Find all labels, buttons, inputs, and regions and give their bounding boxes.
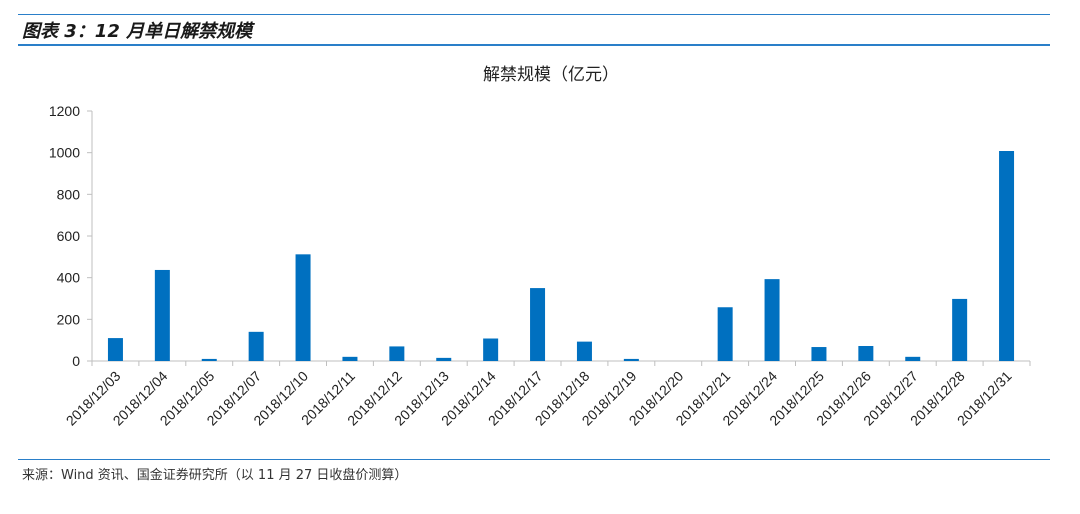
- bar: [436, 357, 452, 361]
- y-tick-label: 200: [57, 311, 81, 327]
- source-note: 来源：Wind 资讯、国金证券研究所（以 11 月 27 日收盘价测算）: [22, 468, 408, 483]
- y-tick-label: 800: [57, 186, 81, 202]
- bar: [811, 347, 827, 361]
- bar-chart: 解禁规模（亿元）0200400600800100012002018/12/032…: [49, 65, 1031, 429]
- bar: [576, 341, 592, 361]
- bar: [530, 288, 546, 361]
- y-tick-label: 400: [57, 270, 81, 286]
- bar: [717, 307, 733, 361]
- bar: [858, 346, 874, 361]
- bar: [999, 151, 1015, 361]
- title-rule: [18, 44, 1050, 46]
- y-tick-label: 0: [72, 353, 80, 369]
- bar: [764, 279, 780, 361]
- bottom-rule: [18, 459, 1050, 460]
- bar: [389, 346, 405, 361]
- bar: [483, 338, 499, 361]
- bar: [107, 338, 123, 361]
- bar: [295, 254, 311, 361]
- bar: [623, 358, 639, 361]
- y-tick-label: 1200: [49, 103, 80, 119]
- y-tick-label: 600: [57, 228, 81, 244]
- bar: [154, 269, 170, 361]
- bar: [905, 356, 921, 361]
- figure-title: 图表 3：12 月单日解禁规模: [22, 21, 253, 42]
- chart-title: 解禁规模（亿元）: [483, 65, 619, 85]
- bar: [201, 358, 217, 361]
- top-rule: [18, 14, 1050, 15]
- bar: [248, 331, 264, 361]
- bar: [342, 356, 358, 361]
- bar: [952, 298, 968, 361]
- y-tick-label: 1000: [49, 145, 80, 161]
